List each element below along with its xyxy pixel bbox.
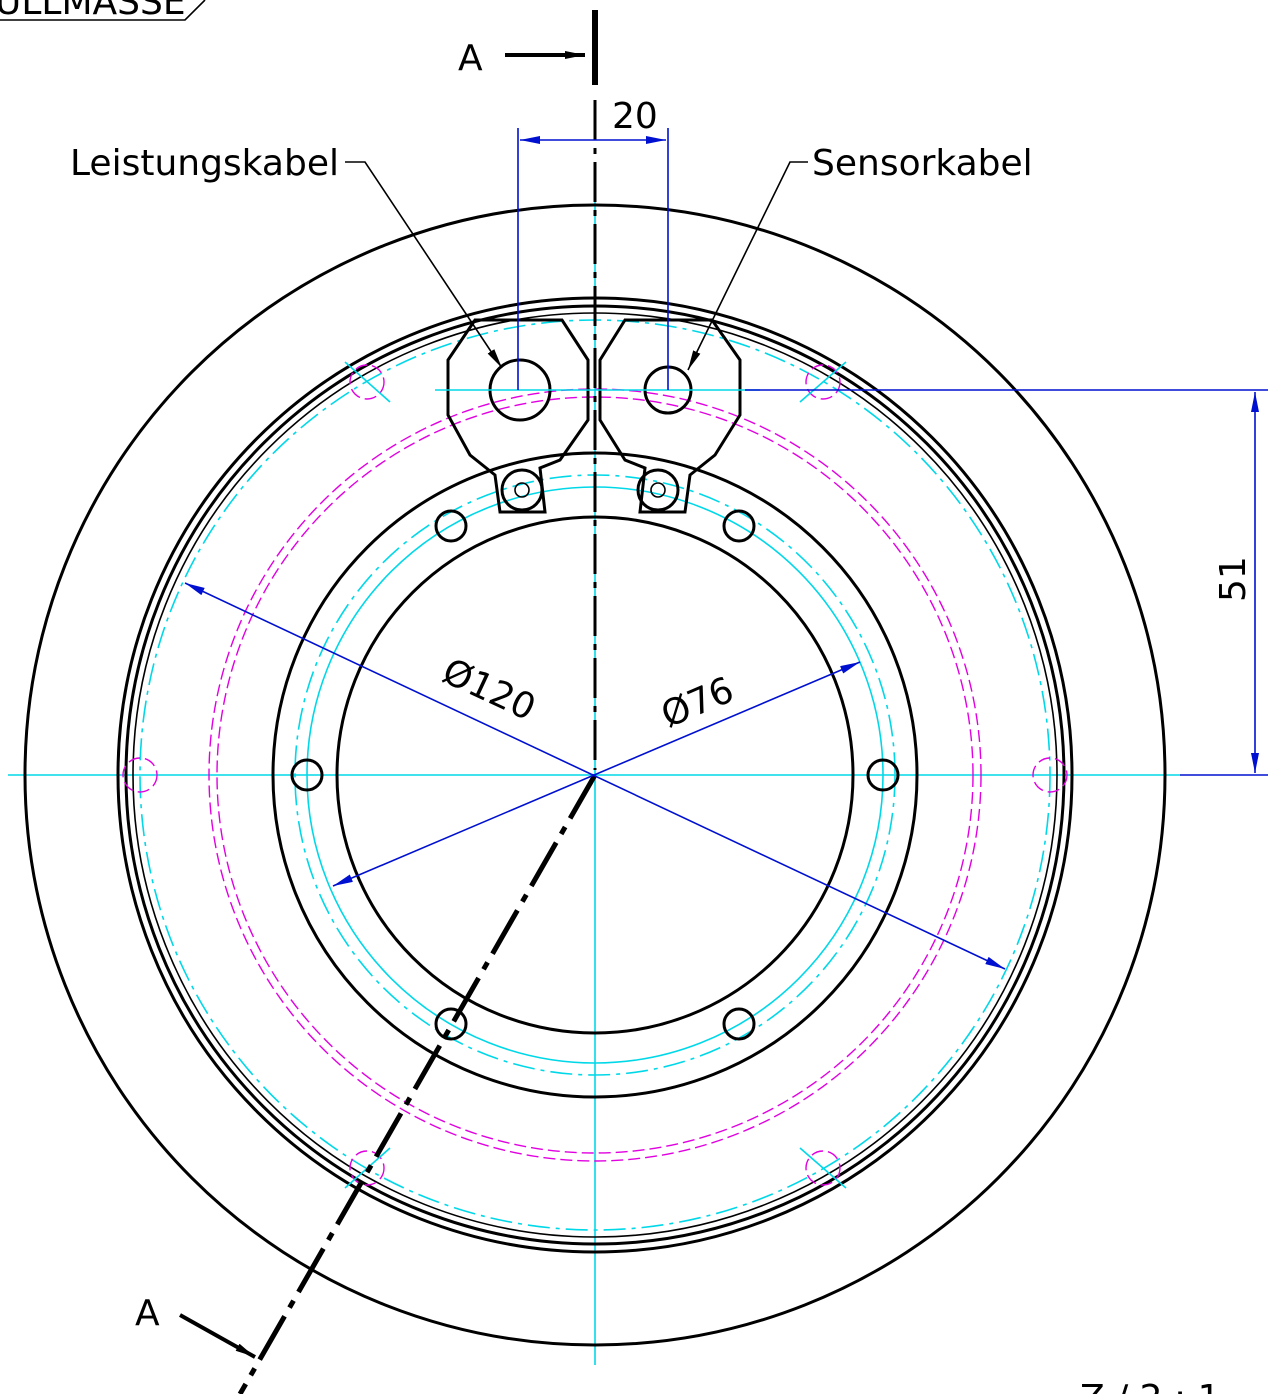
dimension-height: 51	[745, 390, 1268, 775]
dimension-label: 20	[612, 96, 658, 137]
scale-label: Z / 2 : 1	[1080, 1378, 1221, 1394]
dimension-label: Ø76	[655, 670, 739, 737]
header-box: ULLMASSE	[0, 0, 205, 23]
dimension-label: Ø120	[436, 651, 541, 729]
drawing: ULLMASSE	[0, 0, 1271, 1394]
callout-label: Leistungskabel	[70, 143, 339, 184]
dimension-label: 51	[1213, 556, 1254, 602]
section-label: A	[458, 38, 483, 79]
dimension-width: 20	[518, 96, 668, 390]
callout-label: Sensorkabel	[812, 143, 1033, 184]
section-label: A	[135, 1293, 160, 1334]
header-label: ULLMASSE	[0, 0, 186, 23]
